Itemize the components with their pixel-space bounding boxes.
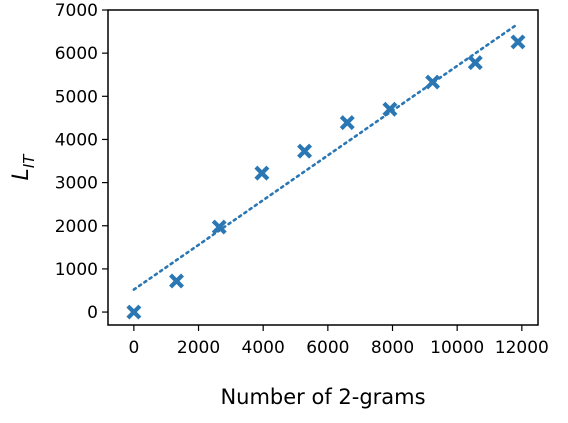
data-point xyxy=(339,115,355,131)
data-point xyxy=(169,273,185,289)
y-axis-title-main: L xyxy=(9,168,34,180)
data-point xyxy=(425,74,441,90)
y-tick-label: 2000 xyxy=(55,217,98,237)
y-tick-label: 6000 xyxy=(55,44,98,64)
x-tick-label: 8000 xyxy=(371,338,414,358)
data-point xyxy=(382,101,398,117)
data-point xyxy=(211,219,227,235)
x-tick-label: 0 xyxy=(128,338,139,358)
y-axis-title-subscript: IT xyxy=(20,153,38,168)
x-tick-label: 10000 xyxy=(430,338,484,358)
trend-line xyxy=(132,22,520,291)
y-tick-label: 5000 xyxy=(55,87,98,107)
y-tick-label: 7000 xyxy=(55,1,98,21)
x-axis-ticks: 0 2000 4000 6000 8000 10000 12000 xyxy=(128,325,549,358)
y-axis-ticks: 0 1000 2000 3000 4000 5000 6000 7000 xyxy=(55,1,108,323)
data-point xyxy=(126,304,142,320)
x-tick-label: 6000 xyxy=(306,338,349,358)
y-tick-label: 4000 xyxy=(55,130,98,150)
plot-area xyxy=(126,22,526,320)
data-point xyxy=(254,165,270,181)
data-point xyxy=(467,55,483,71)
data-point xyxy=(510,34,526,50)
plot-frame xyxy=(107,9,539,326)
y-tick-label: 3000 xyxy=(55,174,98,194)
x-axis-title: Number of 2-grams xyxy=(220,385,425,409)
x-tick-label: 2000 xyxy=(177,338,220,358)
data-point xyxy=(297,143,313,159)
x-tick-label: 12000 xyxy=(495,338,549,358)
y-tick-label: 0 xyxy=(87,303,98,323)
y-axis-title: LIT xyxy=(9,153,38,181)
x-tick-label: 4000 xyxy=(242,338,285,358)
y-tick-label: 1000 xyxy=(55,260,98,280)
